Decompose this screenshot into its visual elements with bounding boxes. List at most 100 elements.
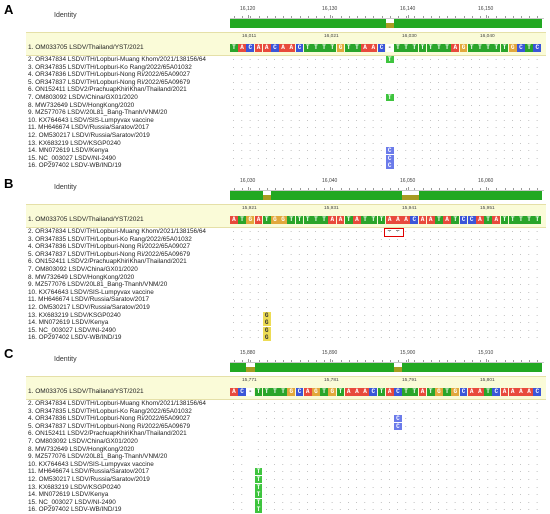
identical-dot: .	[503, 453, 506, 460]
identical-dot: .	[290, 94, 292, 100]
identical-dot: .	[462, 407, 465, 414]
identical-dot: .	[314, 468, 317, 475]
identical-dot: .	[298, 304, 301, 310]
identical-dot: .	[331, 63, 333, 70]
identical-dot: .	[429, 250, 432, 257]
identical-dot: .	[265, 468, 268, 475]
identical-dot: .	[355, 476, 358, 482]
nucleotide-A: A	[279, 44, 287, 52]
identical-dot: .	[273, 483, 276, 490]
identical-dot: .	[429, 63, 432, 70]
nucleotide-T: T	[361, 216, 369, 224]
identical-dot: .	[478, 304, 481, 310]
nucleotide-T: T	[353, 44, 361, 52]
identical-dot: .	[306, 415, 309, 422]
identical-dot: .	[323, 304, 325, 310]
identical-dot: .	[462, 94, 465, 100]
identical-dot: .	[306, 311, 309, 318]
identical-dot: .	[339, 326, 342, 333]
identical-dot: .	[487, 453, 489, 460]
identical-dot: .	[405, 139, 407, 146]
nucleotide-A: A	[369, 44, 378, 52]
identical-dot: .	[478, 78, 481, 85]
identical-dot: .	[511, 498, 514, 505]
sequence-name: 3. OR347835 LSDV/TH/Lopburi-Ko Rang/2022…	[28, 63, 192, 71]
identical-dot: .	[232, 407, 235, 414]
identical-dot: .	[388, 281, 391, 288]
identical-dot: .	[454, 498, 456, 505]
identical-dot: .	[339, 124, 342, 131]
identical-dot: .	[528, 132, 530, 138]
identical-dot: .	[487, 498, 489, 505]
identical-dot: .	[503, 266, 506, 272]
identical-dot: .	[306, 400, 309, 406]
identical-dot: .	[446, 460, 448, 467]
nucleotide-A: A	[385, 388, 394, 396]
identical-dot: .	[298, 326, 301, 333]
ruler-tick-label: 15,890	[322, 350, 338, 356]
identical-dot: .	[528, 438, 530, 444]
identical-dot: .	[232, 483, 235, 490]
identical-dot: .	[306, 407, 309, 414]
ruler-minor-tick	[529, 360, 531, 362]
ruler-minor-tick	[307, 188, 309, 190]
identical-dot: .	[511, 483, 514, 490]
identical-dot: .	[495, 139, 497, 146]
ruler-minor-tick	[488, 360, 490, 362]
nucleotide-C: C	[369, 388, 378, 396]
identical-dot: .	[454, 94, 456, 100]
identical-dot: .	[528, 460, 530, 467]
identical-dot: .	[331, 139, 333, 146]
identical-dot: .	[331, 326, 333, 333]
identical-dot: .	[372, 491, 374, 498]
identical-dot: .	[536, 476, 538, 482]
identical-dot: .	[429, 506, 432, 513]
identical-dot: .	[355, 288, 358, 295]
identical-dot: .	[503, 228, 506, 234]
identical-dot: .	[380, 139, 383, 146]
identical-dot: .	[380, 101, 383, 108]
identical-dot	[271, 228, 278, 235]
identical-dot: .	[380, 243, 383, 250]
identical-dot: .	[429, 273, 432, 280]
identical-dot: .	[282, 124, 284, 131]
identical-dot: .	[339, 438, 342, 444]
identical-dot: .	[503, 400, 506, 406]
identical-dot: .	[273, 498, 276, 505]
identical-dot: .	[536, 109, 538, 116]
identical-dot: .	[323, 296, 325, 303]
identical-dot: .	[487, 235, 489, 242]
identical-dot: .	[454, 326, 456, 333]
identical-dot: .	[306, 94, 309, 100]
identical-dot: .	[429, 116, 432, 123]
identical-dot: .	[388, 273, 391, 280]
identical-dot: .	[528, 71, 530, 78]
identical-dot: .	[388, 438, 391, 444]
identical-dot: .	[528, 86, 530, 93]
identical-dot: .	[347, 139, 350, 146]
reference-position-label: 15,791	[402, 378, 417, 383]
identical-dot: .	[380, 498, 383, 505]
identical-dot: .	[478, 334, 481, 341]
ruler-minor-tick	[381, 188, 383, 190]
identical-dot: .	[437, 71, 440, 78]
identical-dot: .	[405, 101, 407, 108]
identical-dot: .	[290, 453, 292, 460]
identical-dot: .	[536, 438, 538, 444]
identical-dot: .	[437, 334, 440, 341]
nucleotide-A: A	[385, 216, 394, 224]
identical-dot: .	[380, 453, 383, 460]
identical-dot: .	[380, 445, 383, 452]
identical-dot: .	[355, 71, 358, 78]
identical-dot: .	[306, 56, 309, 62]
nucleotide-T: T	[426, 388, 435, 396]
identical-dot: .	[503, 483, 506, 490]
identical-dot: .	[511, 319, 514, 326]
identical-dot: .	[290, 506, 292, 513]
identical-dot: .	[364, 476, 366, 482]
identical-dot: .	[421, 415, 424, 422]
identical-dot: .	[339, 296, 342, 303]
identical-dot: .	[487, 483, 489, 490]
identical-dot: .	[446, 258, 448, 265]
sequence-name: 12. OM530217 LSDV/Russia/Saratov/2019	[28, 132, 150, 139]
